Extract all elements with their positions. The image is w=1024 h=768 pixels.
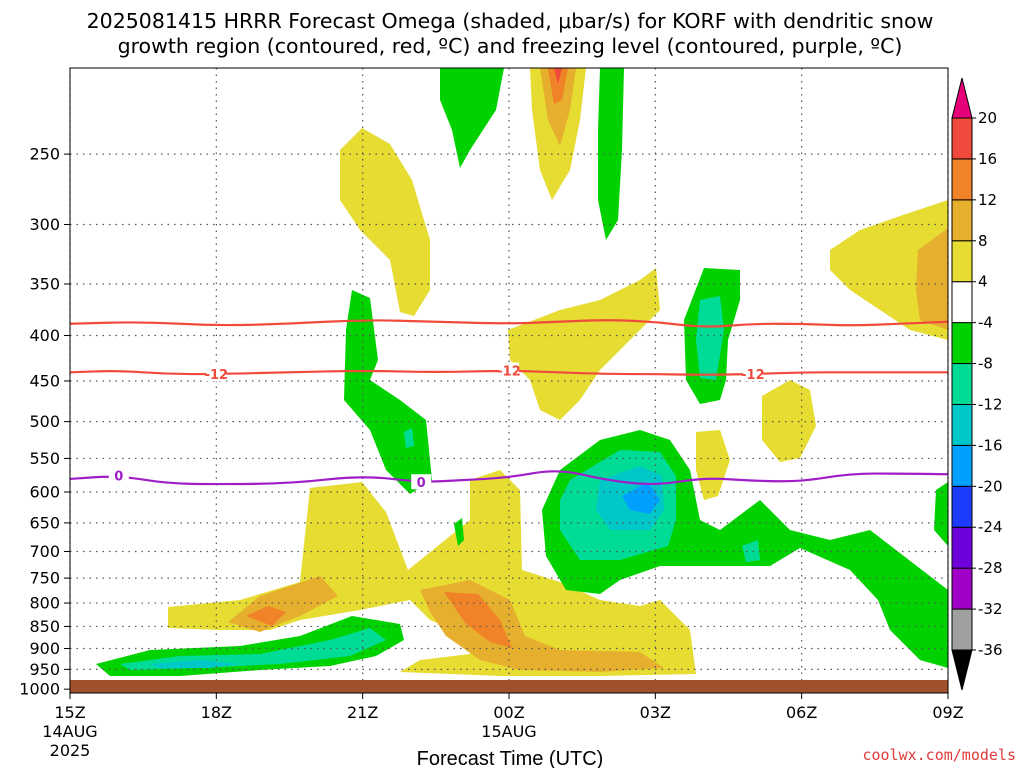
- x-tick-label: 21Z: [347, 703, 378, 722]
- chart-title-line-1: 2025081415 HRRR Forecast Omega (shaded, …: [87, 9, 934, 33]
- colorbar-tick-label: -24: [978, 518, 1003, 536]
- colorbar-segment: [951, 322, 973, 365]
- snow-growth-contour: [70, 369, 948, 376]
- omega-region-gold-east: [916, 228, 948, 330]
- y-tick-label: 350: [29, 274, 60, 293]
- omega-region-yellow-small-1: [762, 380, 816, 462]
- colorbar-tick-label: 12: [978, 191, 997, 209]
- x-tick-label: 06Z: [786, 703, 817, 722]
- y-tick-label: 550: [29, 449, 60, 468]
- x-tick-label: 00Z: [493, 703, 524, 722]
- y-tick-label: 950: [29, 660, 60, 679]
- x-tick-label: 03Z: [640, 703, 671, 722]
- colorbar-segment: [951, 117, 973, 160]
- y-tick-label: 400: [29, 326, 60, 345]
- y-tick-label: 250: [29, 145, 60, 164]
- x-tick-date-label: 15AUG: [481, 722, 536, 741]
- credit-text[interactable]: coolwx.com/models: [862, 746, 1016, 764]
- omega-region-orange-900: [444, 592, 512, 648]
- colorbar-tick-label: 20: [978, 109, 997, 127]
- omega-region-orange-850: [246, 606, 286, 626]
- colorbar-tick-label: -32: [978, 600, 1003, 618]
- colorbar-segment: [951, 608, 973, 651]
- colorbar-segment: [951, 444, 973, 487]
- ground-bar: [70, 680, 948, 693]
- omega-region-teal-east-column: [696, 296, 724, 380]
- y-tick-label: 900: [29, 639, 60, 658]
- colorbar-tick-label: 16: [978, 150, 997, 168]
- colorbar-segment: [951, 526, 973, 569]
- contour-label: -12: [741, 368, 765, 383]
- colorbar-tick-label: -4: [978, 314, 993, 332]
- colorbar-segment: [951, 199, 973, 242]
- colorbar-segment: [951, 567, 973, 610]
- colorbar: -36 -32 -28 -24 -20 -16 -12 -8 -4 4 8 12 16 20: [951, 77, 1003, 691]
- colorbar-high-triangle: [951, 77, 973, 119]
- colorbar-tick-label: -8: [978, 355, 993, 373]
- contour-label: 0: [114, 470, 123, 485]
- plot-area: -12 -12 -12 0 0: [69, 67, 949, 694]
- x-axis-label: Forecast Time (UTC): [417, 748, 604, 768]
- contour-label-bg: [411, 474, 432, 490]
- y-tick-label: 500: [29, 412, 60, 431]
- y-tick-label: 650: [29, 513, 60, 532]
- omega-region-gold-upper: [540, 68, 576, 146]
- colorbar-segment: [951, 363, 973, 405]
- contour-label-bg: [206, 366, 227, 382]
- y-tick-label: 750: [29, 569, 60, 588]
- omega-region-yellow-small-2: [696, 430, 730, 500]
- colorbar-tick-label: 4: [978, 273, 988, 291]
- y-tick-label: 850: [29, 617, 60, 636]
- colorbar-segment: [951, 403, 973, 446]
- omega-region-red-upper: [554, 68, 562, 84]
- contour-label-bg: [499, 362, 519, 378]
- x-tick-label: 18Z: [201, 703, 232, 722]
- omega-region-green-upper-1: [440, 68, 504, 168]
- x-tick-label: 15Z: [54, 703, 85, 722]
- colorbar-tick-label: -28: [978, 559, 1003, 577]
- omega-region-yellow-lowlevel: [168, 470, 696, 676]
- y-tick-label: 700: [29, 542, 60, 561]
- colorbar-segment: [951, 281, 973, 324]
- x-tick-label: 09Z: [932, 703, 963, 722]
- omega-region-teal-lowlevel: [120, 628, 386, 670]
- chart-title-line-2: growth region (contoured, red, ºC) and f…: [118, 34, 903, 58]
- snow-growth-contour: [70, 319, 948, 328]
- omega-region-yellow-mid: [508, 268, 660, 420]
- colorbar-segment: [951, 158, 973, 201]
- omega-region-yellow-column: [340, 128, 430, 316]
- colorbar-tick-label: -12: [978, 395, 1003, 413]
- omega-region-green-speck: [454, 518, 464, 546]
- y-tick-label: 1000: [19, 680, 60, 699]
- colorbar-tick-label: -36: [978, 641, 1003, 659]
- colorbar-segment: [951, 240, 973, 283]
- contour-label: -12: [497, 365, 521, 380]
- omega-region-orange-upper: [548, 68, 568, 104]
- omega-region-blue-midlevel: [622, 482, 660, 514]
- contour-label: -12: [205, 368, 229, 383]
- contour-label-bg: [742, 366, 763, 382]
- y-tick-label: 450: [29, 371, 60, 390]
- y-axis-pressure: 250 300 350 400 450 500 550 600 650 700 750 800 850 9…: [19, 145, 70, 699]
- colorbar-tick-label: -20: [978, 477, 1003, 495]
- contour-label: 0: [417, 476, 426, 491]
- y-tick-label: 800: [29, 594, 60, 613]
- x-tick-year-label: 2025: [50, 741, 91, 760]
- freezing-level-contour: [70, 470, 948, 486]
- omega-region-green-small-east: [934, 482, 948, 546]
- omega-region-teal-speck: [404, 428, 414, 448]
- contour-label-bg: [108, 467, 129, 483]
- y-tick-label: 300: [29, 215, 60, 234]
- x-tick-date-label: 14AUG: [42, 722, 97, 741]
- colorbar-segment: [951, 485, 973, 528]
- colorbar-tick-label: 8: [978, 232, 988, 250]
- contour-lines: -12 -12 -12 0 0: [70, 319, 948, 491]
- omega-shading: [96, 68, 948, 676]
- omega-region-teal-small-east: [742, 540, 760, 562]
- colorbar-tick-label: -16: [978, 436, 1003, 454]
- y-tick-label: 600: [29, 483, 60, 502]
- omega-region-cyan-lowlevel: [150, 660, 240, 668]
